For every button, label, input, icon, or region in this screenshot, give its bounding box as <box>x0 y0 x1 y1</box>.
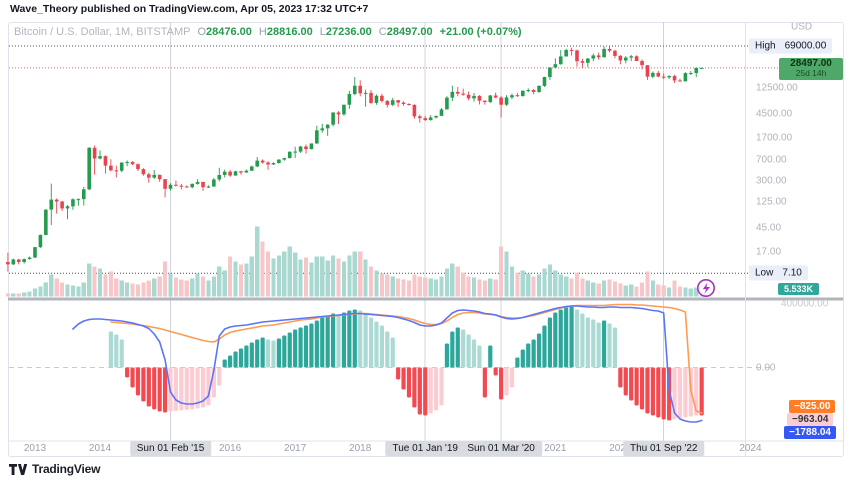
symbol-title: Bitcoin / U.S. Dollar, 1M, BITSTAMP <box>14 26 191 38</box>
time-year-label: 2021 <box>544 443 567 454</box>
volume-scale-label: 400000.00 <box>781 298 829 310</box>
open-label: O <box>197 26 207 38</box>
last-price-badge: 28497.00 25d 14h <box>779 58 843 80</box>
price-tick-label: 300.00 <box>756 175 787 187</box>
time-year-label: 2016 <box>218 443 242 454</box>
time-event-chip: Sun 01 Feb '15 <box>129 441 212 456</box>
time-year-label: 2017 <box>284 443 307 454</box>
price-tick-label: 17.00 <box>756 246 782 258</box>
price-tick-label: 45.00 <box>756 222 782 234</box>
tradingview-logo[interactable]: TradingView <box>9 462 100 476</box>
oscillator-zero-label: 0.00 <box>756 362 776 374</box>
time-year-label: 2014 <box>88 443 112 454</box>
high-price-chip: High 69000.00 <box>749 38 833 54</box>
oscillator-blue-badge: −1788.04 <box>784 426 836 439</box>
low-value: 27236.00 <box>325 26 372 38</box>
price-tick-label: 700.00 <box>756 154 787 166</box>
time-year-label: 2024 <box>739 443 762 454</box>
published-header: Wave_Theory published on TradingView.com… <box>10 3 369 15</box>
price-tick-label: 12500.00 <box>756 82 798 94</box>
close-value: 28497.00 <box>386 26 433 38</box>
low-label: L <box>319 26 326 38</box>
symbol-info-bar[interactable]: Bitcoin / U.S. Dollar, 1M, BITSTAMP O2847… <box>14 26 522 38</box>
price-tick-label: 4500.00 <box>756 108 793 120</box>
time-year-label: 2018 <box>349 443 372 454</box>
price-tick-label: 1700.00 <box>756 132 793 144</box>
high-value: 28816.00 <box>266 26 313 38</box>
oscillator-histogram-badge: −963.04 <box>787 413 834 426</box>
time-event-chip: Sun 01 Mar '20 <box>460 441 542 456</box>
tradingview-logo-text: TradingView <box>32 462 101 476</box>
time-event-chip: Tue 01 Jan '19 <box>385 441 465 456</box>
bar-countdown: 25d 14h <box>795 68 827 78</box>
time-year-label: 2022 <box>609 443 632 454</box>
time-year-label: 2013 <box>23 443 47 454</box>
oscillator-orange-badge: −825.00 <box>789 400 836 413</box>
currency-label: USD <box>791 21 813 33</box>
low-price-chip: Low 7.10 <box>749 265 808 281</box>
open-value: 28476.00 <box>206 26 252 38</box>
high-label: H <box>258 26 267 38</box>
price-tick-label: 125.00 <box>756 196 787 208</box>
change-value: +21.00 (+0.07%) <box>439 26 522 38</box>
volume-value-badge: 5.533K <box>778 283 820 295</box>
chart-frame <box>8 22 844 457</box>
time-event-chip: Thu 01 Sep '22 <box>622 441 705 456</box>
close-label: C <box>378 26 387 38</box>
tradingview-logo-icon <box>9 463 27 475</box>
